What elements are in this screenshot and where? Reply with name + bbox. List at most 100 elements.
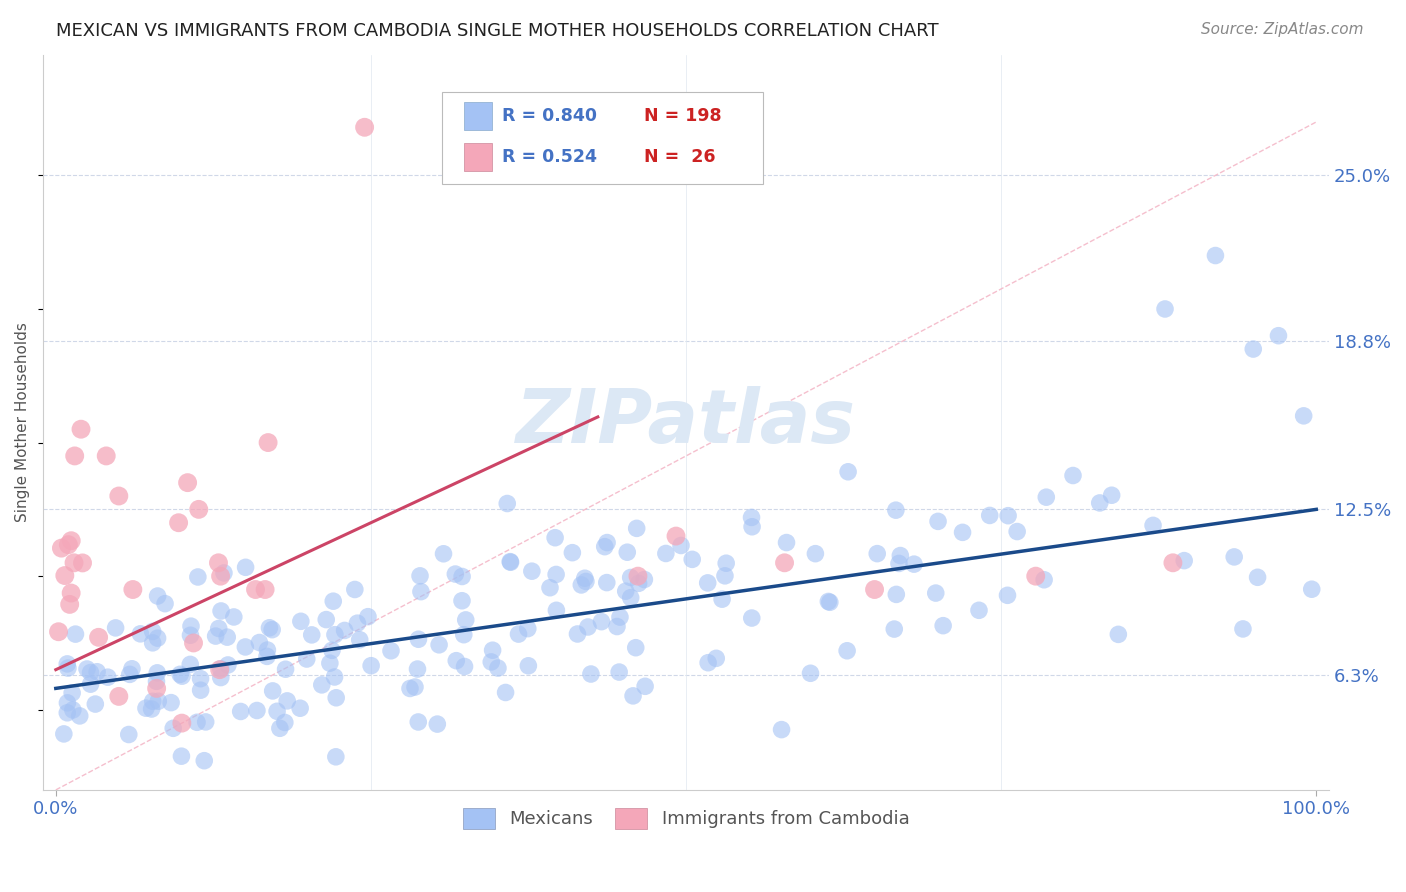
Point [1204, 248, 1226, 262]
Point [322, 594, 344, 608]
Point [183, 636, 205, 650]
Bar [464, 103, 492, 130]
Point [256, 643, 278, 657]
Point [1107, 627, 1129, 641]
Point [209, 662, 232, 676]
Point [451, 593, 474, 607]
Point [544, 531, 567, 545]
Point [1292, 409, 1315, 423]
Point [256, 649, 278, 664]
Point [446, 654, 468, 668]
Point [486, 661, 509, 675]
Point [176, 475, 198, 490]
Point [818, 595, 841, 609]
Point [952, 525, 974, 540]
Point [274, 662, 297, 676]
Point [883, 622, 905, 636]
Point [620, 591, 643, 605]
Text: N = 198: N = 198 [644, 107, 721, 125]
Point [499, 555, 522, 569]
Text: MEXICAN VS IMMIGRANTS FROM CAMBODIA SINGLE MOTHER HOUSEHOLDS CORRELATION CHART: MEXICAN VS IMMIGRANTS FROM CAMBODIA SING… [56, 22, 939, 40]
Point [148, 694, 170, 708]
Point [142, 694, 165, 708]
Point [343, 582, 366, 597]
Point [426, 717, 449, 731]
Point [295, 652, 318, 666]
Point [104, 621, 127, 635]
Point [187, 502, 209, 516]
Point [609, 610, 631, 624]
Point [561, 546, 583, 560]
Point [269, 721, 291, 735]
Point [626, 521, 648, 535]
Point [249, 635, 271, 649]
Point [56, 661, 79, 675]
Point [967, 603, 990, 617]
Point [51, 541, 73, 555]
Point [1033, 573, 1056, 587]
Point [262, 684, 284, 698]
Point [63, 556, 86, 570]
Point [323, 670, 346, 684]
Point [454, 613, 477, 627]
Point [209, 569, 232, 583]
Point [146, 631, 169, 645]
Point [194, 714, 217, 729]
Point [167, 516, 190, 530]
Point [1154, 301, 1177, 316]
Point [591, 615, 613, 629]
Point [70, 422, 93, 436]
Point [427, 638, 450, 652]
Point [145, 681, 167, 696]
Point [866, 547, 889, 561]
Point [517, 658, 540, 673]
Point [233, 640, 256, 654]
Text: R = 0.524: R = 0.524 [502, 148, 598, 166]
Point [266, 704, 288, 718]
Point [927, 515, 949, 529]
Text: ZIPatlas: ZIPatlas [516, 386, 856, 459]
Point [837, 644, 859, 658]
Point [508, 627, 530, 641]
Point [593, 540, 616, 554]
Point [579, 667, 602, 681]
Point [596, 535, 619, 549]
Point [325, 690, 347, 705]
Point [56, 696, 79, 710]
Point [87, 630, 110, 644]
Point [432, 547, 454, 561]
Point [697, 656, 720, 670]
Point [1161, 556, 1184, 570]
Point [1035, 490, 1057, 504]
Point [406, 714, 429, 729]
Point [353, 120, 375, 135]
Point [741, 520, 763, 534]
Point [146, 665, 169, 680]
Point [246, 704, 269, 718]
Point [575, 574, 598, 589]
Point [319, 656, 342, 670]
Point [979, 508, 1001, 523]
Point [56, 706, 79, 720]
Point [346, 616, 368, 631]
Point [217, 657, 239, 672]
Point [546, 603, 568, 617]
Point [190, 672, 212, 686]
Point [406, 662, 429, 676]
Point [153, 597, 176, 611]
Point [574, 571, 596, 585]
Point [655, 546, 678, 560]
Point [1101, 488, 1123, 502]
Point [121, 662, 143, 676]
Point [357, 609, 380, 624]
Point [274, 715, 297, 730]
Point [212, 566, 235, 580]
Point [229, 705, 252, 719]
Point [262, 623, 284, 637]
Point [59, 598, 82, 612]
Point [714, 569, 737, 583]
Point [408, 632, 430, 647]
Bar [464, 144, 492, 171]
Point [1267, 328, 1289, 343]
Text: N =  26: N = 26 [644, 148, 716, 166]
